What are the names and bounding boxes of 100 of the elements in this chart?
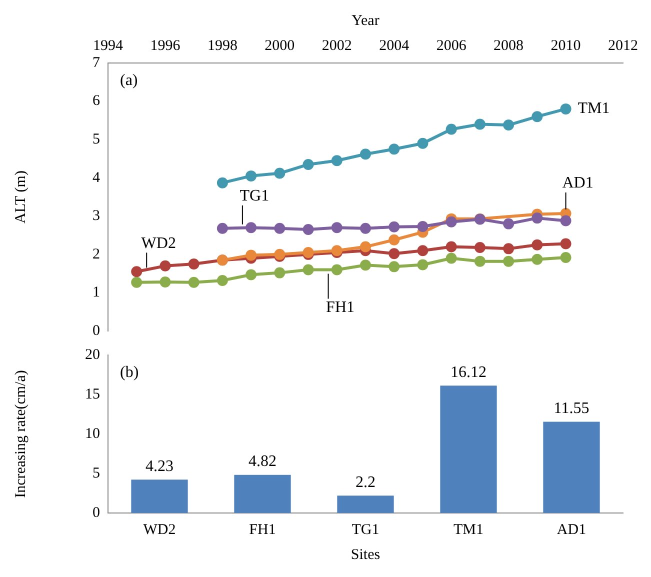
point <box>131 266 142 278</box>
point <box>532 111 543 122</box>
point <box>188 276 200 288</box>
point <box>474 242 486 254</box>
point <box>446 216 457 228</box>
point <box>417 245 428 256</box>
point <box>131 276 142 288</box>
x-tick-label: TG1 <box>352 522 380 538</box>
bar <box>337 496 394 513</box>
x-tick-label: 2004 <box>379 38 410 54</box>
point <box>388 234 400 246</box>
point <box>216 274 228 286</box>
x-tick-label: 2006 <box>436 38 467 54</box>
annotation: (b) <box>120 364 139 382</box>
point <box>560 103 572 114</box>
y-tick-label: 20 <box>85 346 100 363</box>
point <box>417 220 428 232</box>
point <box>474 256 486 267</box>
point <box>388 144 400 155</box>
point <box>302 224 314 236</box>
annotation: (a) <box>120 72 138 90</box>
point <box>274 267 286 278</box>
point <box>188 258 200 270</box>
point <box>503 120 514 131</box>
point <box>446 241 457 252</box>
bar <box>131 480 188 513</box>
point <box>360 222 371 234</box>
point <box>160 276 171 288</box>
y-tick-label: 0 <box>92 504 100 521</box>
point <box>503 256 514 267</box>
y-tick-label: 10 <box>85 426 100 442</box>
point <box>417 259 428 270</box>
point <box>246 269 257 280</box>
point <box>331 222 342 234</box>
point <box>302 158 314 170</box>
point <box>474 118 486 130</box>
series-label: FH1 <box>326 298 355 316</box>
x-tick-label: 1996 <box>150 38 181 54</box>
bar <box>234 474 291 513</box>
point <box>246 250 257 261</box>
point <box>532 239 543 250</box>
y-axis-title: ALT (m) <box>12 170 29 224</box>
x-tick-label: 2000 <box>264 38 295 54</box>
point <box>331 155 342 166</box>
y-tick-label: 1 <box>92 284 100 301</box>
point <box>560 238 572 250</box>
series-label: AD1 <box>562 174 594 192</box>
x-tick-label: AD1 <box>556 522 586 538</box>
x-axis-title: Sites <box>350 546 380 563</box>
y-tick-label: 4 <box>92 170 100 186</box>
point <box>360 260 371 271</box>
y-tick-label: 5 <box>92 465 100 482</box>
series-label: WD2 <box>141 234 176 252</box>
point <box>417 138 428 149</box>
y-tick-label: 5 <box>92 132 100 148</box>
point <box>532 254 543 265</box>
point <box>274 222 286 234</box>
point <box>246 170 257 182</box>
data-label: 4.82 <box>248 453 276 470</box>
point <box>216 177 228 188</box>
x-tick-label: 1994 <box>93 38 124 54</box>
series-label: TG1 <box>240 188 270 205</box>
x-tick-label: 2010 <box>550 38 581 54</box>
series-label: TM1 <box>578 100 610 118</box>
data-label: 11.55 <box>554 400 590 417</box>
point <box>360 148 371 160</box>
point <box>160 260 171 272</box>
data-label: 2.2 <box>356 474 376 491</box>
point <box>446 252 457 264</box>
y-tick-label: 2 <box>92 246 100 262</box>
x-tick-label: TM1 <box>454 522 484 538</box>
point <box>216 222 228 234</box>
point <box>560 252 572 263</box>
y-tick-label: 7 <box>92 54 100 71</box>
point <box>560 215 572 226</box>
x-tick-label: WD2 <box>143 522 176 538</box>
x-tick-label: 2008 <box>494 38 524 54</box>
x-tick-label: FH1 <box>249 522 276 538</box>
point <box>246 222 257 234</box>
data-label: 16.12 <box>450 364 486 381</box>
x-tick-label: 2012 <box>608 38 638 54</box>
point <box>360 241 371 252</box>
y-tick-label: 3 <box>92 208 100 224</box>
point <box>388 248 400 260</box>
y-tick-label: 6 <box>92 93 100 110</box>
x-tick-label: 1998 <box>207 38 238 54</box>
y-tick-label: 15 <box>85 386 100 402</box>
bar <box>440 386 497 513</box>
x-tick-label: 2002 <box>322 38 352 54</box>
point <box>331 264 342 276</box>
point <box>446 124 457 135</box>
point <box>532 212 543 224</box>
point <box>388 261 400 272</box>
bar <box>543 422 600 513</box>
point <box>388 221 400 232</box>
point <box>503 218 514 230</box>
point <box>302 264 314 276</box>
point <box>503 243 514 254</box>
x-axis-title: Year <box>352 12 380 29</box>
point <box>274 168 286 179</box>
